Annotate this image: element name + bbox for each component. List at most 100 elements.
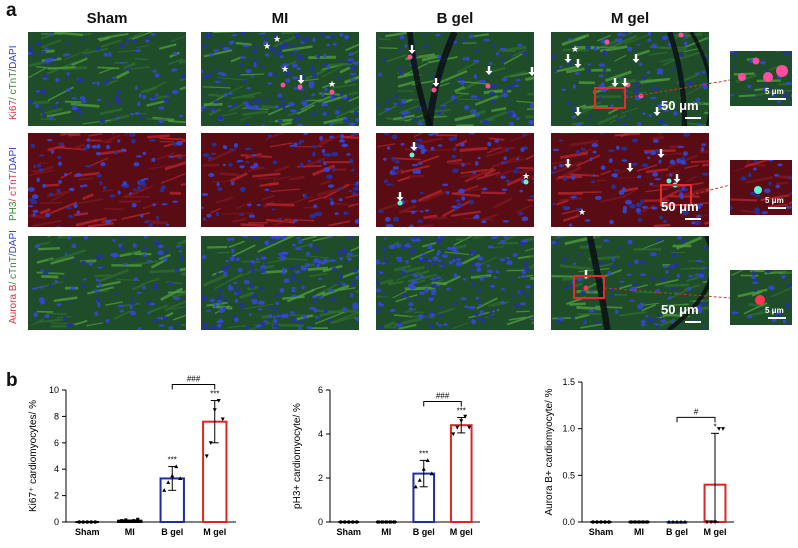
star-icon: ★ bbox=[571, 44, 579, 54]
x-tick-label: Sham bbox=[336, 527, 361, 537]
data-point bbox=[717, 427, 721, 431]
data-point bbox=[451, 432, 456, 437]
star-icon: ★ bbox=[522, 171, 530, 181]
column-header-m-gel: M gel bbox=[610, 10, 650, 27]
y-tick-label: 10 bbox=[49, 385, 59, 395]
data-point bbox=[338, 520, 343, 524]
data-point bbox=[679, 519, 683, 524]
inset-zoom-row2: 5 μm bbox=[730, 160, 792, 215]
column-header-mi: MI bbox=[271, 10, 289, 27]
arrow-icon bbox=[657, 149, 665, 158]
micrograph-m-gel-row1: ★ 50 μm bbox=[551, 32, 709, 126]
star-icon: ★ bbox=[263, 41, 271, 51]
y-tick-label: 2 bbox=[54, 491, 59, 501]
data-point bbox=[463, 414, 468, 419]
arrow-icon bbox=[653, 107, 661, 116]
scale-bar-label: 5 μm bbox=[765, 87, 784, 96]
data-point bbox=[204, 454, 209, 459]
x-tick-label: MI bbox=[381, 527, 391, 537]
comparison-bracket bbox=[676, 416, 716, 423]
arrow-icon bbox=[297, 75, 305, 84]
y-tick-label: 4 bbox=[318, 429, 323, 439]
data-point bbox=[380, 520, 384, 524]
significance-label: *** bbox=[210, 390, 219, 399]
y-tick-label: 8 bbox=[54, 411, 59, 421]
data-point bbox=[425, 458, 430, 462]
bracket-label: ### bbox=[187, 375, 201, 384]
x-tick-label: M gel bbox=[450, 527, 473, 537]
y-tick-label: 1.5 bbox=[562, 377, 575, 387]
star-icon: ★ bbox=[281, 64, 289, 74]
significance-label: * bbox=[713, 422, 716, 431]
data-point bbox=[595, 520, 599, 524]
data-point bbox=[417, 478, 422, 482]
data-point bbox=[667, 519, 671, 524]
data-point bbox=[641, 520, 645, 524]
x-tick-label: MI bbox=[125, 527, 135, 537]
inset-zoom-row1: 5 μm bbox=[730, 51, 792, 106]
data-point bbox=[683, 519, 687, 524]
data-point bbox=[212, 408, 217, 412]
scale-bar bbox=[768, 317, 786, 319]
data-point bbox=[467, 425, 472, 430]
scale-bar bbox=[768, 207, 786, 209]
micrograph-mi-row1: ★★★★ bbox=[201, 32, 359, 126]
panel-a-letter: a bbox=[6, 0, 17, 21]
data-point bbox=[645, 520, 649, 524]
arrow-icon bbox=[626, 163, 634, 172]
data-point bbox=[350, 520, 355, 524]
data-point bbox=[120, 519, 124, 523]
data-point bbox=[220, 417, 225, 422]
x-tick-label: B gel bbox=[413, 527, 435, 537]
data-point bbox=[392, 520, 396, 524]
data-point bbox=[342, 520, 347, 524]
micrograph-m-gel-row3: 50 μm bbox=[551, 236, 709, 330]
y-tick-label: 6 bbox=[54, 438, 59, 448]
arrow-icon bbox=[432, 78, 440, 87]
data-point bbox=[388, 520, 392, 524]
y-tick-label: 0 bbox=[318, 517, 323, 527]
bar-m-gel bbox=[449, 424, 473, 524]
data-point bbox=[429, 471, 434, 476]
micrograph-sham-row1 bbox=[28, 32, 186, 126]
scale-bar-label: 50 μm bbox=[661, 98, 699, 113]
y-tick-label: 2 bbox=[318, 473, 323, 483]
arrow-icon bbox=[673, 174, 681, 183]
significance-label: *** bbox=[168, 456, 177, 465]
connector-line bbox=[624, 79, 731, 99]
y-axis-label: Ki67⁺ cardiomyocytes/ % bbox=[28, 400, 39, 512]
comparison-bracket bbox=[171, 384, 216, 390]
data-point bbox=[128, 519, 132, 523]
data-point bbox=[89, 520, 94, 524]
data-point bbox=[413, 484, 418, 489]
scale-bar bbox=[685, 321, 701, 323]
data-point bbox=[599, 520, 603, 524]
scale-bar-label: 50 μm bbox=[661, 302, 699, 317]
connector-line bbox=[603, 287, 731, 299]
data-point bbox=[354, 520, 359, 524]
data-point bbox=[705, 520, 709, 525]
data-point bbox=[633, 520, 637, 524]
y-tick-label: 0.0 bbox=[562, 517, 575, 527]
data-point bbox=[384, 520, 388, 524]
y-tick-label: 0.5 bbox=[562, 470, 575, 480]
data-point bbox=[713, 520, 717, 525]
star-icon: ★ bbox=[273, 34, 281, 44]
micrograph-mi-row3 bbox=[201, 236, 359, 330]
data-point bbox=[637, 520, 641, 524]
scale-bar bbox=[685, 117, 701, 119]
column-header-b-gel: B gel bbox=[436, 10, 474, 27]
x-tick-label: M gel bbox=[703, 527, 726, 537]
data-point bbox=[709, 520, 713, 525]
y-tick-label: 0 bbox=[54, 517, 59, 527]
x-tick-label: B gel bbox=[161, 527, 183, 537]
data-point bbox=[607, 520, 611, 524]
data-point bbox=[170, 473, 175, 478]
data-point bbox=[166, 480, 171, 484]
data-point bbox=[174, 464, 179, 469]
bracket-label: # bbox=[694, 407, 699, 416]
arrow-icon bbox=[564, 54, 572, 63]
data-point bbox=[376, 520, 380, 524]
micrograph-b-gel-row2: ★ bbox=[376, 133, 534, 227]
data-point bbox=[124, 518, 128, 522]
